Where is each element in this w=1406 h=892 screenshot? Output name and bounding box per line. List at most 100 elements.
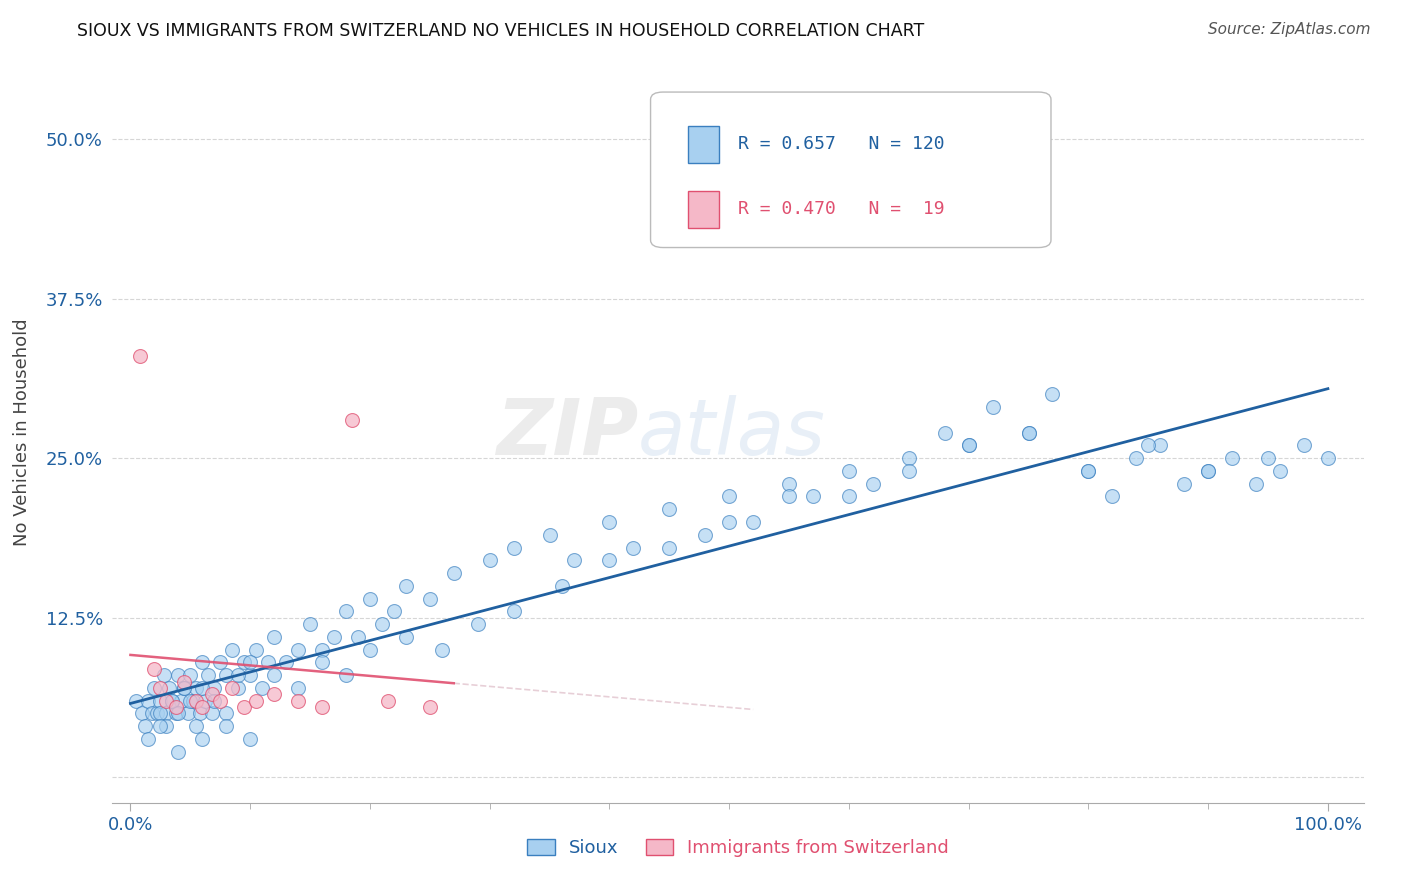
Point [718, 515, 741, 529]
Point [287, 642, 309, 657]
Point [299, 617, 322, 632]
Point [209, 694, 232, 708]
Point [201, 706, 224, 721]
Point [239, 656, 262, 670]
Point [1077, 464, 1099, 478]
Point [202, 694, 225, 708]
FancyBboxPatch shape [688, 126, 720, 163]
Point [502, 541, 524, 555]
Point [155, 719, 177, 733]
Point [191, 731, 214, 746]
Point [173, 681, 195, 695]
Point [347, 630, 370, 644]
Point [186, 694, 208, 708]
Text: ZIP: ZIP [496, 394, 638, 471]
Point [957, 438, 980, 452]
Point [257, 656, 280, 670]
Point [801, 490, 824, 504]
Point [129, 349, 152, 363]
Point [162, 694, 184, 708]
Point [188, 706, 211, 721]
FancyBboxPatch shape [651, 92, 1050, 247]
Point [1149, 438, 1171, 452]
Point [778, 490, 800, 504]
Point [502, 604, 524, 618]
Point [215, 719, 238, 733]
Point [550, 579, 572, 593]
Point [179, 694, 201, 708]
Point [201, 687, 224, 701]
Point [274, 656, 297, 670]
Point [179, 668, 201, 682]
Point [443, 566, 465, 580]
FancyBboxPatch shape [688, 191, 720, 227]
Point [143, 662, 166, 676]
Point [323, 630, 346, 644]
Point [562, 553, 585, 567]
Text: R = 0.470   N =  19: R = 0.470 N = 19 [738, 200, 945, 219]
Point [311, 642, 333, 657]
Point [250, 681, 273, 695]
Point [897, 451, 920, 466]
Point [1257, 451, 1279, 466]
Point [311, 656, 333, 670]
Point [1173, 476, 1195, 491]
Point [1125, 451, 1147, 466]
Point [897, 464, 920, 478]
Point [377, 694, 399, 708]
Point [125, 694, 148, 708]
Point [311, 700, 333, 714]
Point [598, 553, 620, 567]
Point [239, 668, 262, 682]
Point [742, 515, 765, 529]
Point [226, 668, 249, 682]
Point [173, 681, 195, 695]
Point [221, 681, 243, 695]
Point [141, 706, 163, 721]
Point [165, 700, 187, 714]
Point [430, 642, 453, 657]
Point [173, 674, 195, 689]
Point [1197, 464, 1219, 478]
Text: Source: ZipAtlas.com: Source: ZipAtlas.com [1208, 22, 1371, 37]
Point [149, 706, 172, 721]
Point [209, 656, 232, 670]
Point [478, 553, 501, 567]
Point [186, 719, 208, 733]
Point [167, 668, 190, 682]
Point [1197, 464, 1219, 478]
Point [239, 731, 262, 746]
Point [957, 438, 980, 452]
Point [1018, 425, 1040, 440]
Point [359, 591, 381, 606]
Point [862, 476, 884, 491]
Point [1042, 387, 1064, 401]
Y-axis label: No Vehicles in Household: No Vehicles in Household [14, 318, 31, 547]
Point [1292, 438, 1315, 452]
Point [1316, 451, 1339, 466]
Point [718, 490, 741, 504]
Point [1101, 490, 1123, 504]
Point [165, 706, 187, 721]
Point [838, 464, 860, 478]
Point [1268, 464, 1291, 478]
Point [467, 617, 489, 632]
Point [934, 425, 956, 440]
Point [1077, 464, 1099, 478]
Legend: Sioux, Immigrants from Switzerland: Sioux, Immigrants from Switzerland [520, 831, 956, 864]
Point [191, 700, 214, 714]
Point [191, 656, 214, 670]
Point [155, 706, 177, 721]
Text: R = 0.657   N = 120: R = 0.657 N = 120 [738, 136, 945, 153]
Point [157, 681, 180, 695]
Point [233, 656, 256, 670]
Point [134, 719, 156, 733]
Text: SIOUX VS IMMIGRANTS FROM SWITZERLAND NO VEHICLES IN HOUSEHOLD CORRELATION CHART: SIOUX VS IMMIGRANTS FROM SWITZERLAND NO … [77, 22, 925, 40]
Point [658, 502, 681, 516]
Point [215, 668, 238, 682]
Point [233, 700, 256, 714]
Point [131, 706, 153, 721]
Point [1220, 451, 1243, 466]
Point [263, 630, 285, 644]
Point [153, 668, 176, 682]
